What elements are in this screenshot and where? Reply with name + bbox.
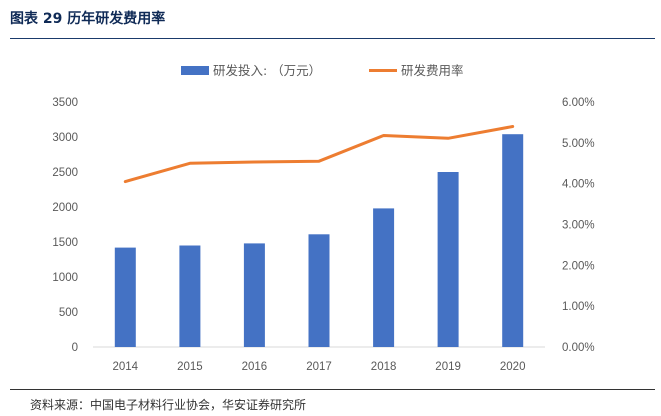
legend-bar-swatch xyxy=(181,66,209,75)
y-left-tick: 1000 xyxy=(52,272,78,284)
y-left-tick: 3000 xyxy=(52,132,78,144)
x-tick: 2020 xyxy=(500,361,526,373)
y-right-tick: 5.00% xyxy=(562,138,595,150)
bar-2019 xyxy=(437,172,459,347)
y-right-tick: 1.00% xyxy=(562,301,595,313)
source-divider xyxy=(10,389,655,390)
rd-expense-chart: 研发投入: （万元） 研发费用率 0 500 1000 1500 2000 2500 300… xyxy=(52,63,595,373)
legend-line-label: 研发费用率 xyxy=(401,63,464,78)
x-tick: 2019 xyxy=(435,361,461,373)
chart-legend: 研发投入: （万元） 研发费用率 xyxy=(181,63,464,78)
legend-bar-label: 研发投入: （万元） xyxy=(213,63,321,78)
x-tick: 2017 xyxy=(306,361,332,373)
y-right-tick: 4.00% xyxy=(562,179,595,191)
y-right-tick: 2.00% xyxy=(562,260,595,272)
y-right-axis: 0.00% 1.00% 2.00% 3.00% 4.00% 5.00% 6.00% xyxy=(562,97,595,354)
line-series xyxy=(123,125,515,184)
x-tick: 2015 xyxy=(177,361,203,373)
y-left-tick: 3500 xyxy=(52,97,78,109)
bar-2017 xyxy=(308,234,330,347)
y-left-tick: 2000 xyxy=(52,202,78,214)
y-left-tick: 500 xyxy=(59,307,78,319)
y-left-tick: 2500 xyxy=(52,167,78,179)
x-tick: 2018 xyxy=(371,361,397,373)
bar-2016 xyxy=(243,243,265,347)
rd-rate-line xyxy=(123,125,515,184)
bar-2018 xyxy=(373,208,395,347)
bar-2020 xyxy=(502,134,524,347)
x-tick: 2016 xyxy=(242,361,268,373)
y-right-tick: 0.00% xyxy=(562,342,595,354)
x-axis: 2014 2015 2016 2017 2018 2019 2020 xyxy=(113,361,526,373)
y-left-tick: 1500 xyxy=(52,237,78,249)
y-right-tick: 3.00% xyxy=(562,220,595,232)
y-left-tick: 0 xyxy=(72,342,78,354)
y-right-tick: 6.00% xyxy=(562,97,595,109)
title-divider xyxy=(10,38,655,39)
bar-2014 xyxy=(114,247,136,347)
y-left-axis: 0 500 1000 1500 2000 2500 3000 3500 xyxy=(52,97,78,354)
source-note: 资料来源：中国电子材料行业协会，华安证券研究所 xyxy=(30,398,307,412)
x-tick: 2014 xyxy=(113,361,139,373)
figure-title: 图表 29 历年研发费用率 xyxy=(10,11,166,27)
bar-2015 xyxy=(179,245,201,347)
bar-series xyxy=(114,134,524,347)
